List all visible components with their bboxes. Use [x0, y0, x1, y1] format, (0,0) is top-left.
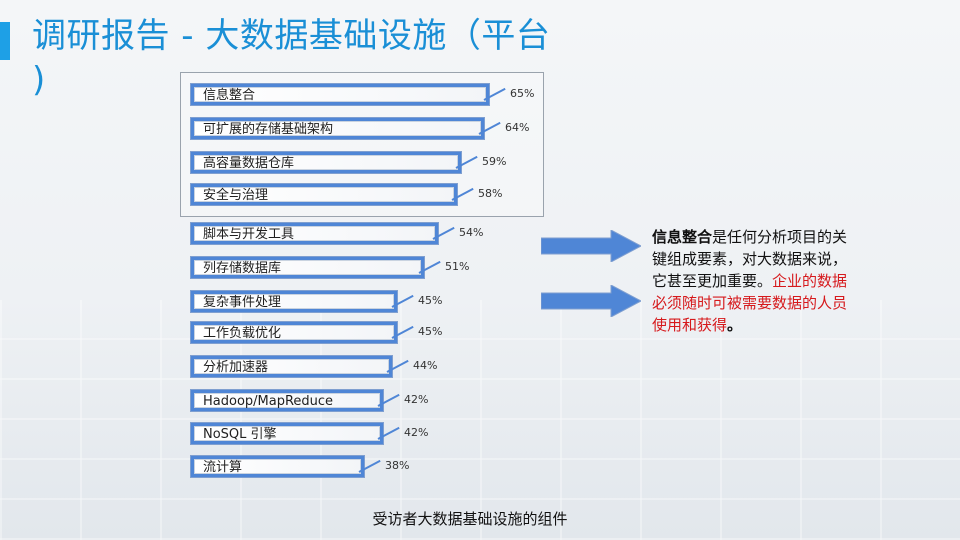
bar-label: 流计算 — [203, 460, 243, 475]
bar-label-box — [194, 359, 389, 374]
arrow-right-icon — [541, 285, 641, 317]
background-floor — [0, 300, 960, 540]
value-label: 38% — [385, 459, 410, 472]
bar-label: 列存储数据库 — [203, 261, 282, 276]
page-title: 调研报告 - 大数据基础设施（平台 — [32, 16, 551, 56]
bar-label-box — [194, 260, 421, 275]
callout-red: 企业的数据必须随时可被需要数据的人员使用和获得 — [652, 272, 848, 334]
value-label: 54% — [459, 226, 484, 239]
bar-label: 可扩展的存储基础架构 — [203, 122, 334, 137]
bar-label-box — [194, 87, 486, 102]
chart-caption: 受访者大数据基础设施的组件 — [372, 510, 568, 528]
bar-label: NoSQL 引擎 — [203, 427, 277, 442]
bar: 安全与治理 — [190, 183, 458, 206]
bar-label-box — [194, 459, 361, 474]
bar: 复杂事件处理 — [190, 290, 398, 313]
bar: 流计算 — [190, 455, 365, 478]
bar-label-box — [194, 325, 394, 340]
bar-label: 复杂事件处理 — [203, 295, 282, 310]
arrow-right-icon — [541, 230, 641, 262]
bar-label: 信息整合 — [203, 88, 256, 103]
callout-text: 信息整合是任何分析项目的关键组成要素，对大数据来说，它甚至更加重要。企业的数据必… — [652, 226, 848, 336]
bar: NoSQL 引擎 — [190, 422, 384, 445]
bar-label: 安全与治理 — [203, 188, 269, 203]
value-label: 44% — [413, 359, 438, 372]
bar-label-box — [194, 393, 380, 408]
value-label: 64% — [505, 121, 530, 134]
bar: 分析加速器 — [190, 355, 393, 378]
value-label: 42% — [404, 426, 429, 439]
bar-label-box — [194, 155, 458, 170]
bar-label-box — [194, 226, 435, 241]
bar-label: Hadoop/MapReduce — [203, 394, 334, 409]
bar: 信息整合 — [190, 83, 490, 106]
bar: Hadoop/MapReduce — [190, 389, 384, 412]
value-label: 51% — [445, 260, 470, 273]
value-label: 42% — [404, 393, 429, 406]
page-title-continued: ) — [32, 60, 46, 100]
bar: 脚本与开发工具 — [190, 222, 439, 245]
bar: 列存储数据库 — [190, 256, 425, 279]
bar: 高容量数据仓库 — [190, 151, 462, 174]
bar-label: 分析加速器 — [203, 360, 269, 375]
bar-label: 工作负载优化 — [203, 326, 282, 341]
bar-label-box — [194, 426, 380, 441]
bar-label-box — [194, 294, 394, 309]
bar-label-box — [194, 187, 454, 202]
title-accent-bar — [0, 22, 10, 60]
callout-end: 。 — [727, 316, 743, 334]
value-label: 65% — [510, 87, 535, 100]
value-label: 45% — [418, 294, 443, 307]
bar-label: 高容量数据仓库 — [203, 156, 295, 171]
bar-label: 脚本与开发工具 — [203, 227, 295, 242]
callout-normal: 是任何分析项目的关键组成要素，对大数据来说，它甚至更加重要。 — [652, 228, 848, 290]
value-label: 59% — [482, 155, 507, 168]
value-label: 58% — [478, 187, 503, 200]
value-label: 45% — [418, 325, 443, 338]
bar-label-box — [194, 121, 481, 136]
bar: 工作负载优化 — [190, 321, 398, 344]
bar: 可扩展的存储基础架构 — [190, 117, 485, 140]
callout-bold: 信息整合 — [652, 228, 713, 246]
